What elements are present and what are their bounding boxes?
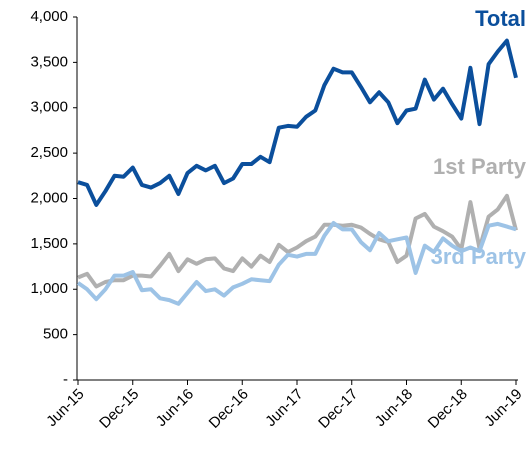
y-tick-label: 500 [43,326,68,343]
y-tick-label: 3,500 [30,53,68,70]
line-series [77,193,518,289]
x-tick-label: Jun-18 [372,386,416,430]
y-tick-label: 2,000 [30,189,68,206]
x-tick-label: Jun-16 [153,386,197,430]
x-tick-label: Jun-17 [262,386,306,430]
y-tick-label: - [63,371,68,388]
y-tick-label: 3,000 [30,99,68,116]
x-tick-label: Jun-15 [43,386,87,430]
line-series [77,38,518,207]
y-tick-label: 2,500 [30,144,68,161]
x-tick-label: Dec-16 [206,386,252,432]
x-tick-label: Dec-17 [315,386,361,432]
series-label: 1st Party [433,154,527,179]
y-tick-label: 4,000 [30,8,68,25]
x-tick-label: Dec-15 [96,386,142,432]
line-series [76,221,517,306]
y-tick-label: 1,500 [30,235,68,252]
x-tick-label: Dec-18 [425,386,471,432]
x-tick-label: Jun-19 [481,386,525,430]
series-label: 3rd Party [431,244,527,269]
y-tick-label: 1,000 [30,280,68,297]
series-label: Total [475,6,526,31]
